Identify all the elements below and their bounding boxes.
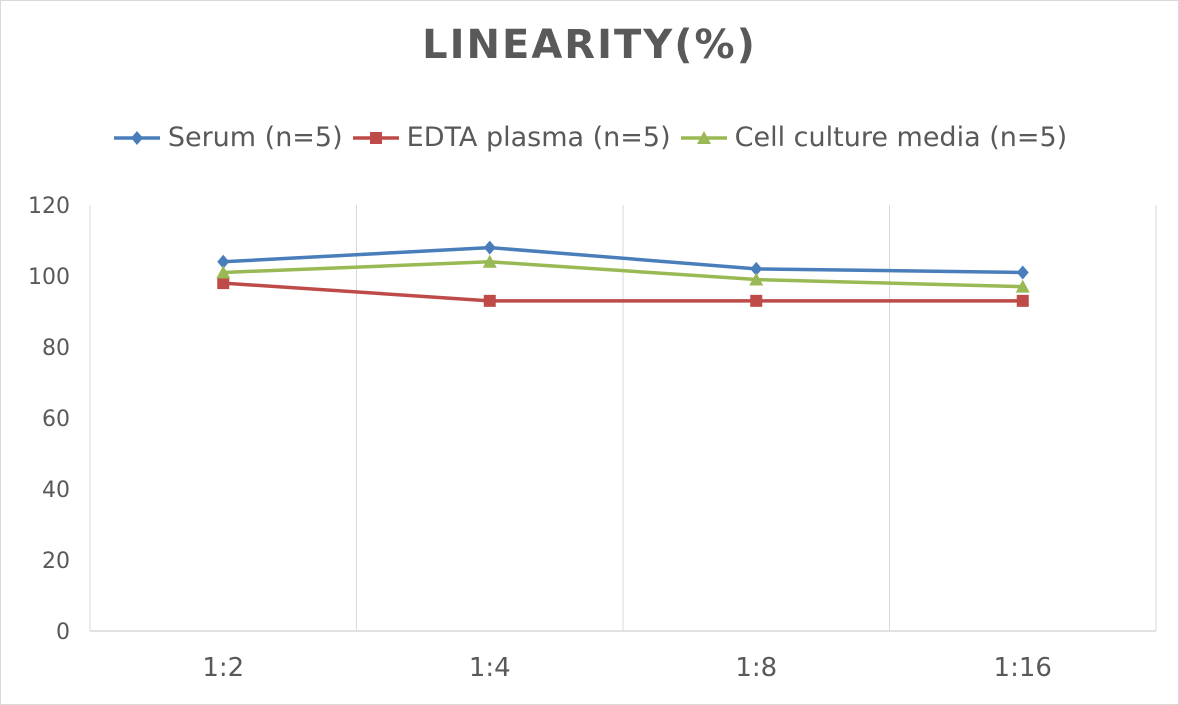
- data-point: [750, 261, 763, 276]
- legend-label: EDTA plasma (n=5): [406, 122, 671, 153]
- legend-marker-triangle-icon: [680, 130, 727, 144]
- data-point: [750, 294, 763, 307]
- y-tick-label: 60: [42, 407, 70, 432]
- y-tick-label: 80: [42, 336, 70, 361]
- data-point: [482, 254, 497, 268]
- data-point: [217, 277, 230, 290]
- legend-marker-diamond-icon: [113, 130, 160, 145]
- legend-item-cell-culture: Cell culture media (n=5): [679, 122, 1068, 153]
- legend-marker-square-icon: [352, 131, 399, 144]
- y-tick-label: 100: [28, 265, 70, 290]
- data-point: [483, 294, 496, 307]
- y-tick-label: 20: [42, 549, 70, 574]
- x-tick-label: 1:2: [202, 653, 244, 683]
- data-point: [217, 254, 230, 269]
- chart-title: LINEARITY(%): [422, 22, 757, 68]
- legend-marker: [369, 131, 382, 144]
- data-point: [749, 272, 764, 286]
- x-tick-label: 1:16: [994, 653, 1052, 683]
- y-tick-label: 40: [42, 478, 70, 503]
- legend-label: Cell culture media (n=5): [734, 122, 1068, 153]
- series-line-0: [223, 245, 1023, 275]
- data-point: [216, 265, 231, 279]
- y-tick-label: 0: [56, 620, 70, 645]
- x-tick-label: 1:8: [735, 653, 777, 683]
- x-tick-label: 1:4: [469, 653, 511, 683]
- legend-item-serum: Serum (n=5): [112, 122, 343, 153]
- legend-marker: [696, 130, 711, 144]
- data-point: [1015, 279, 1030, 293]
- data-point: [483, 240, 496, 255]
- legend-label: Serum (n=5): [167, 122, 343, 153]
- series-line-2: [223, 260, 1023, 289]
- legend: Serum (n=5) EDTA plasma (n=5) Cell cultu…: [0, 122, 1179, 153]
- legend-item-edta: EDTA plasma (n=5): [351, 122, 671, 153]
- series-line-1: [223, 281, 1023, 303]
- y-tick-label: 120: [28, 194, 70, 219]
- data-point: [1016, 294, 1029, 307]
- legend-marker: [130, 130, 143, 145]
- data-point: [1016, 265, 1029, 280]
